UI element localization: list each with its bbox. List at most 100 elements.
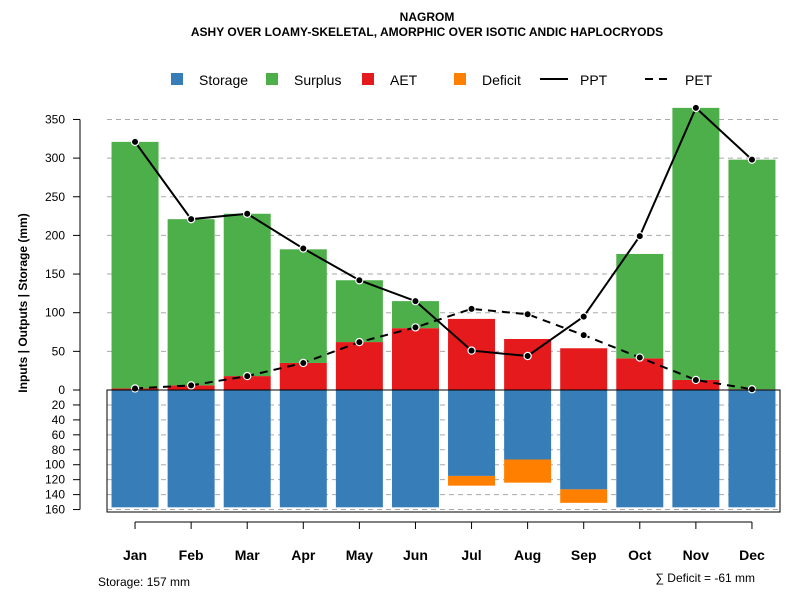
y-tick-label: 120 xyxy=(45,473,65,487)
y-tick-label: 80 xyxy=(52,443,66,457)
deficit-bar xyxy=(504,459,552,483)
surplus-bar xyxy=(279,249,327,363)
storage-bar xyxy=(391,390,439,508)
storage-bar xyxy=(335,390,383,508)
surplus-bar xyxy=(167,219,215,386)
ppt-point xyxy=(691,103,701,113)
storage-bar xyxy=(448,390,496,476)
storage-bar xyxy=(504,390,552,460)
y-tick-label: 250 xyxy=(45,190,65,204)
ppt-point xyxy=(467,346,476,355)
x-tick-label: Apr xyxy=(291,547,316,563)
surplus-bar xyxy=(728,159,776,390)
legend-label-storage: Storage xyxy=(199,72,248,88)
aet-bar xyxy=(223,376,271,390)
pet-point xyxy=(299,358,308,368)
surplus-bar xyxy=(223,213,271,377)
x-tick-label: May xyxy=(346,547,373,563)
pet-point xyxy=(579,330,588,340)
storage-bar xyxy=(560,390,608,490)
storage-bar xyxy=(728,390,776,508)
legend-swatch-deficit xyxy=(454,73,466,85)
ppt-line xyxy=(134,106,753,358)
ppt-point xyxy=(747,155,757,164)
y-tick-label: 140 xyxy=(45,488,65,502)
legend-swatch-aet xyxy=(362,73,374,85)
pet-point xyxy=(467,304,476,314)
y-tick-label: 50 xyxy=(52,344,66,358)
bars xyxy=(111,107,776,508)
pet-point xyxy=(243,371,252,381)
ppt-point xyxy=(299,244,308,253)
legend-label-surplus: Surplus xyxy=(294,72,341,88)
ppt-point xyxy=(523,351,532,361)
y-tick-label: 0 xyxy=(58,383,65,397)
y-tick-label: 100 xyxy=(45,458,65,472)
aet-bar xyxy=(391,328,439,390)
lines xyxy=(130,103,757,394)
chart-title: NAGROM xyxy=(400,10,455,24)
surplus-bar xyxy=(672,107,720,380)
legend-label-aet: AET xyxy=(390,72,418,88)
storage-bar xyxy=(111,390,159,508)
x-tick-label: Jan xyxy=(123,547,147,563)
legend-swatch-storage xyxy=(171,73,183,85)
ppt-point xyxy=(411,296,420,306)
y-tick-label: 20 xyxy=(52,398,66,412)
storage-bar xyxy=(672,390,720,508)
x-tick-label: Sep xyxy=(571,547,597,563)
x-tick-label: Jun xyxy=(403,547,428,563)
chart-subtitle: ASHY OVER LOAMY-SKELETAL, AMORPHIC OVER … xyxy=(191,25,663,39)
surplus-bar xyxy=(111,141,159,389)
ppt-point xyxy=(579,312,588,321)
ppt-point xyxy=(130,137,140,147)
legend-label-ppt: PPT xyxy=(580,72,608,88)
axes: 0501001502002503003502040608010012014016… xyxy=(45,112,781,563)
y-tick-label: 160 xyxy=(45,503,65,517)
pet-point xyxy=(691,375,701,385)
aet-bar xyxy=(560,348,608,390)
pet-point xyxy=(411,323,420,332)
legend-label-deficit: Deficit xyxy=(482,72,521,88)
y-axis-label: Inputs | Outputs | Storage (mm) xyxy=(16,213,30,392)
legend-swatch-surplus xyxy=(266,73,278,85)
deficit-bar xyxy=(560,489,608,503)
y-tick-label: 60 xyxy=(52,428,66,442)
pet-point xyxy=(747,385,757,394)
y-tick-label: 300 xyxy=(45,151,65,165)
y-tick-label: 150 xyxy=(45,267,65,281)
x-tick-label: Mar xyxy=(235,547,260,563)
x-tick-label: Aug xyxy=(514,547,541,563)
ppt-point xyxy=(355,276,364,285)
x-tick-label: Nov xyxy=(683,547,710,563)
x-tick-label: Jul xyxy=(461,547,481,563)
pet-point xyxy=(635,353,644,362)
ppt-point xyxy=(635,231,644,241)
y-tick-label: 100 xyxy=(45,306,65,320)
pet-point xyxy=(355,337,364,347)
aet-bar xyxy=(672,379,720,390)
aet-bar xyxy=(335,342,383,390)
aet-bar xyxy=(504,338,552,390)
y-tick-label: 200 xyxy=(45,228,65,242)
gridlines xyxy=(107,118,780,511)
aet-bar xyxy=(616,358,664,390)
storage-bar xyxy=(167,390,215,508)
storage-bar xyxy=(223,390,271,508)
legend-label-pet: PET xyxy=(685,72,713,88)
ppt-point xyxy=(186,214,196,224)
pet-point xyxy=(186,381,196,390)
x-tick-label: Oct xyxy=(628,547,652,563)
surplus-bar xyxy=(335,280,383,343)
deficit-total-label: ∑ Deficit = -61 mm xyxy=(655,571,755,585)
ppt-point xyxy=(243,209,252,218)
pet-point xyxy=(130,384,140,393)
pet-line xyxy=(134,307,753,391)
storage-bar xyxy=(616,390,664,508)
storage-capacity-label: Storage: 157 mm xyxy=(98,575,190,589)
storage-bar xyxy=(279,390,327,508)
x-tick-label: Dec xyxy=(739,547,765,563)
x-tick-label: Feb xyxy=(179,547,204,563)
surplus-bar xyxy=(616,253,664,359)
